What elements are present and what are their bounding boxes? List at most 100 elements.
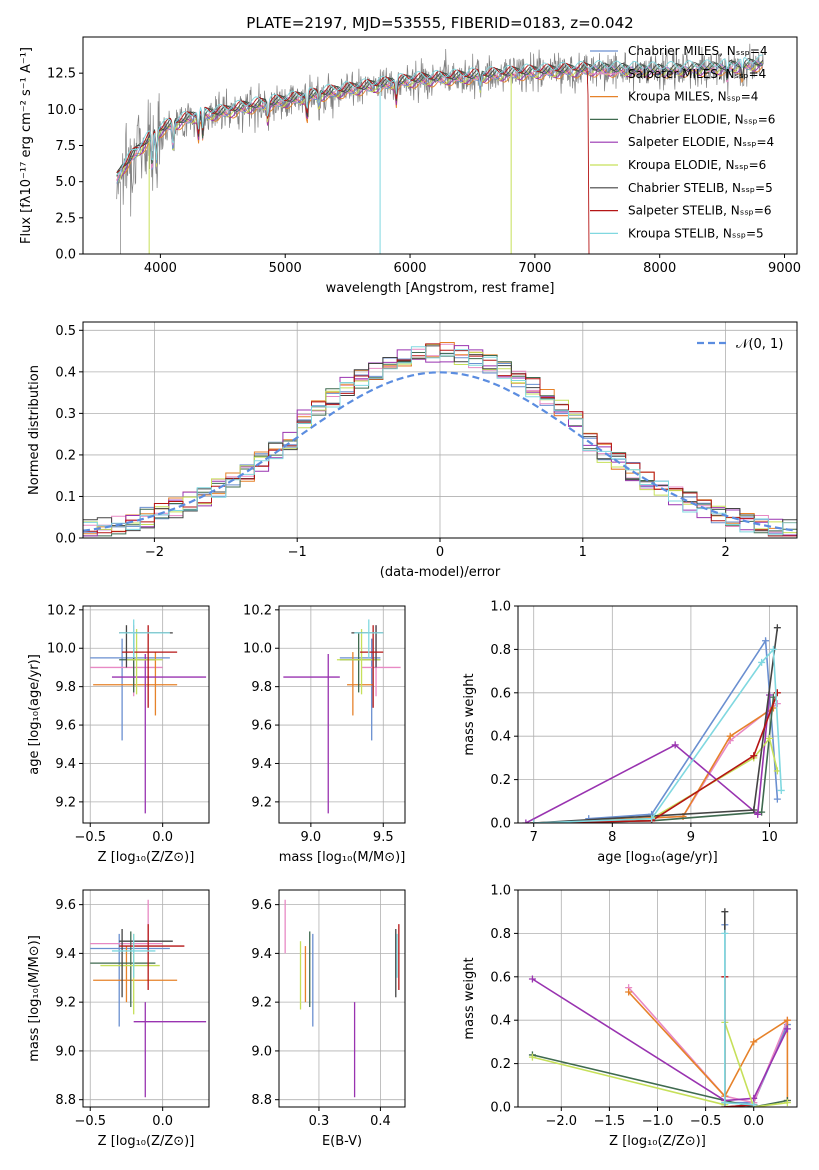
spectrum-model-chabrier_miles: [116, 60, 764, 184]
weight-marker-kroupa_elodie: [783, 1099, 791, 1107]
weight-marker-salpeter_elodie: [671, 741, 679, 749]
weight-marker-salpeter_elodie: [522, 819, 530, 823]
y-tick-label: 9.2: [251, 996, 272, 1011]
weight-marker-salpeter_stelib: [750, 752, 758, 760]
y-tick-label: 0.0: [490, 1101, 511, 1116]
y-tick-label: 0.0: [55, 248, 76, 263]
x-tick-label: 5000: [269, 261, 302, 276]
y-axis-label: mass [log₁₀(M/M⊙)]: [27, 935, 42, 1062]
weight-marker-kroupa_stelib: [777, 786, 785, 794]
y-axis-label: mass weight: [462, 957, 477, 1039]
y-tick-label: 10.0: [243, 642, 272, 657]
y-tick-label: 0.6: [490, 686, 511, 701]
axes-frame: [278, 605, 406, 824]
x-axis-label: Z [log₁₀(Z/Z⊙)]: [98, 850, 195, 865]
weight-line-chabrier_miles: [724, 924, 789, 1104]
y-tick-label: 0.5: [55, 324, 76, 339]
weight-marker-kroupa_stelib: [750, 1101, 758, 1107]
y-tick-label: 1.0: [490, 884, 511, 899]
plot-area: [284, 899, 400, 1098]
x-tick-label: −2.0: [546, 1114, 578, 1129]
x-tick-label: 0.4: [370, 1114, 391, 1129]
y-tick-label: 9.0: [251, 1044, 272, 1059]
weight-marker-salpeter_elodie: [783, 1025, 791, 1033]
x-tick-label: 9.0: [301, 830, 322, 845]
histogram-kroupa_stelib: [83, 346, 797, 536]
weight-marker-kroupa_stelib: [721, 1099, 729, 1107]
x-tick-label: 0.0: [152, 830, 173, 845]
mass-vs-metallicity-panel: −0.5 0.0 8.8 9.0 9.2 9.4 9.6 Z [log₁₀(Z/Z⊙)] mas…: [27, 889, 210, 1149]
y-tick-label: 9.4: [251, 757, 272, 772]
mass-vs-ebv-panel: 0.3 0.4 8.8 9.0 9.2 9.4 9.6 E(B-V): [251, 889, 406, 1149]
y-tick-label: 9.4: [55, 947, 76, 962]
y-tick-label: 8.8: [55, 1093, 76, 1108]
weight-marker-kroupa_miles: [750, 1038, 758, 1046]
spectrum-panel: 4000 5000 6000 7000 8000 9000 0.0 2.5 5.0 7.5 10.0…: [19, 36, 801, 296]
weight-line-chabrier_miles: [588, 638, 779, 820]
y-tick-label: 0.8: [490, 643, 511, 658]
plot-area: [83, 342, 797, 537]
plot-area: [90, 899, 207, 1098]
y-tick-label: 9.8: [55, 680, 76, 695]
plot-area: [90, 619, 207, 814]
plot-area: [116, 43, 764, 254]
weight-marker-kroupa_elodie: [765, 734, 773, 742]
y-tick-label: 9.4: [55, 757, 76, 772]
y-tick-label: 0.1: [55, 490, 76, 505]
y-tick-label: 0.8: [490, 927, 511, 942]
y-tick-label: 2.5: [55, 211, 76, 226]
legend-label: Kroupa MILES, Nₛₛₚ=4: [628, 90, 758, 104]
weight-marker-kroupa_miles: [783, 1016, 791, 1024]
x-tick-label: 9000: [768, 261, 801, 276]
residuals-panel: −2 −1 0 1 2 0.0 0.1 0.2 0.3 0.4 0.5 (data-model)/er…: [27, 321, 798, 580]
y-tick-label: 9.6: [55, 719, 76, 734]
weight-line-salpeter_stelib: [533, 692, 779, 823]
legend-label: Chabrier STELIB, Nₛₛₚ=5: [628, 181, 773, 195]
y-tick-label: 8.8: [251, 1093, 272, 1108]
spectrum-model-chabrier_elodie: [116, 59, 764, 177]
weight-vs-metallicity-panel: −2.0 −1.5 −1.0 −0.5 0.0 0.0 0.2 0.4 0.6 0.8 1.0 Z […: [462, 884, 798, 1149]
y-axis-label: age [log₁₀(age/yr)]: [27, 654, 42, 775]
x-tick-label: 0.0: [743, 1114, 764, 1129]
x-tick-label: −2: [145, 545, 164, 560]
y-tick-label: 9.8: [251, 680, 272, 695]
y-tick-label: 0.4: [55, 365, 76, 380]
weight-marker-salpeter_stelib: [773, 689, 781, 697]
x-tick-label: −0.5: [74, 830, 106, 845]
y-tick-label: 7.5: [55, 139, 76, 154]
x-axis-label: wavelength [Angstrom, rest frame]: [326, 281, 555, 296]
x-tick-label: −0.5: [690, 1114, 722, 1129]
legend-label: Chabrier MILES, Nₛₛₚ=4: [628, 44, 768, 58]
x-axis-label: mass [log₁₀(M/M⊙)]: [279, 850, 406, 865]
x-tick-label: 0: [436, 545, 444, 560]
y-tick-label: 0.2: [55, 448, 76, 463]
weight-marker-kroupa_stelib: [530, 819, 538, 823]
legend-label: Kroupa ELODIE, Nₛₛₚ=6: [628, 158, 766, 172]
x-tick-label: 0.3: [309, 1114, 330, 1129]
gaussian-curve: [83, 371, 797, 532]
y-tick-label: 9.6: [251, 898, 272, 913]
y-tick-label: 9.0: [55, 1044, 76, 1059]
y-tick-label: 0.2: [490, 773, 511, 788]
weight-line-chabrier_elodie: [533, 697, 775, 823]
x-tick-label: 9.5: [373, 830, 394, 845]
legend-label: Chabrier ELODIE, Nₛₛₚ=6: [628, 112, 775, 126]
x-axis-label: (data-model)/error: [380, 565, 501, 580]
y-tick-label: 1.0: [490, 600, 511, 615]
y-tick-label: 10.0: [47, 103, 76, 118]
y-tick-label: 0.4: [490, 1014, 511, 1029]
spectrum-model-kroupa_stelib: [116, 54, 763, 176]
y-tick-label: 0.0: [490, 817, 511, 832]
y-tick-label: 0.2: [490, 1057, 511, 1072]
x-axis-label: Z [log₁₀(Z/Z⊙)]: [98, 1134, 195, 1149]
y-tick-label: 10.2: [243, 603, 272, 618]
y-tick-label: 0.4: [490, 730, 511, 745]
legend-label: Salpeter STELIB, Nₛₛₚ=6: [628, 204, 772, 218]
legend-label: Kroupa STELIB, Nₛₛₚ=5: [628, 226, 764, 240]
x-tick-label: −1.5: [594, 1114, 626, 1129]
axes-frame: [517, 605, 798, 824]
x-tick-label: 0.0: [152, 1114, 173, 1129]
x-tick-label: −1: [288, 545, 307, 560]
x-tick-label: 1: [579, 545, 587, 560]
